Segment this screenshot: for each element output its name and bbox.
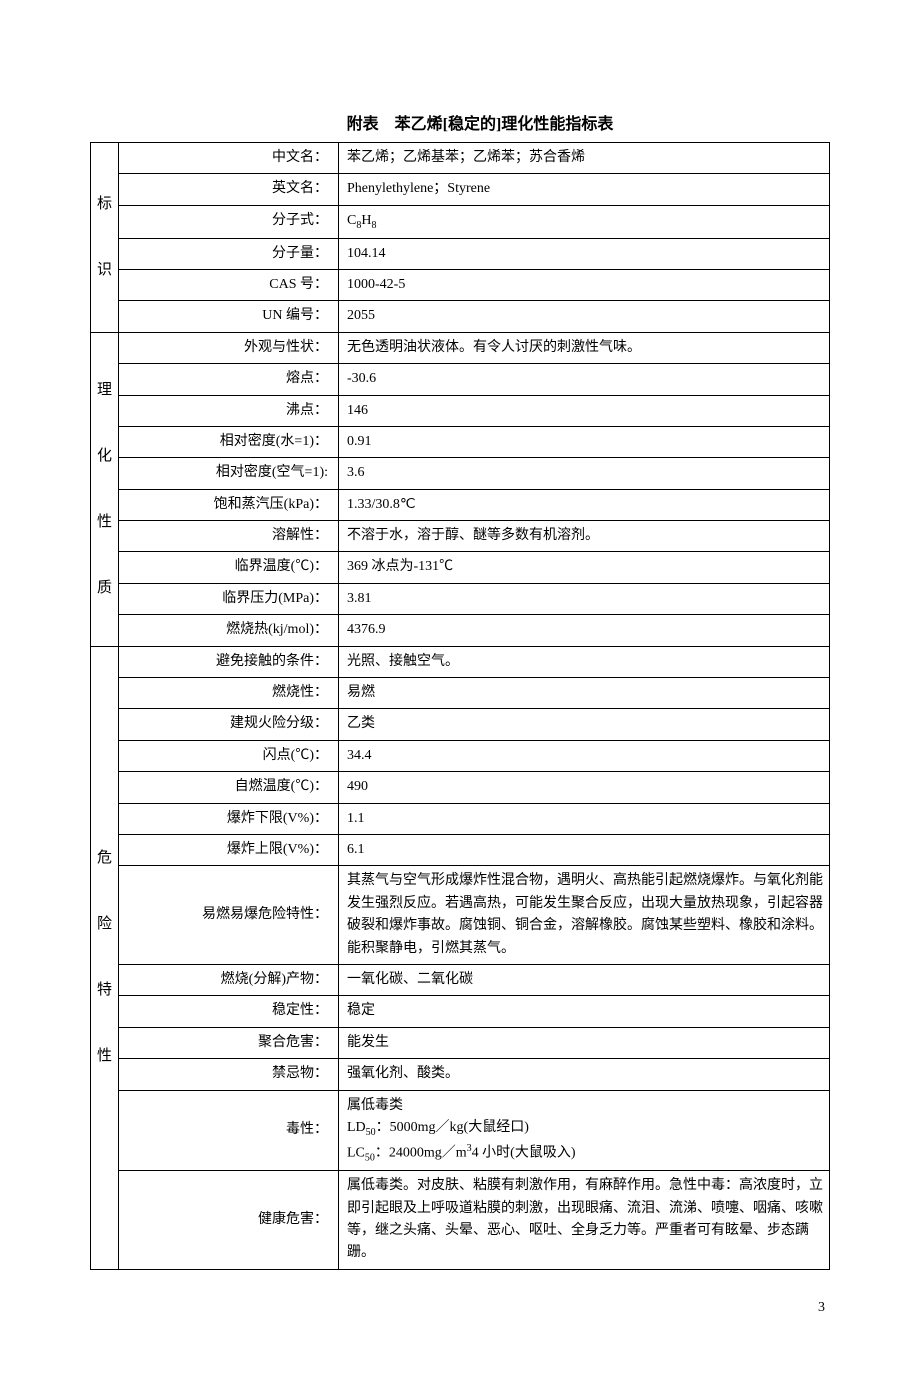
- property-value: 强氧化剂、酸类。: [339, 1059, 830, 1090]
- table-row: 饱和蒸汽压(kPa)：1.33/30.8℃: [91, 489, 830, 520]
- property-label: 建规火险分级：: [119, 709, 339, 740]
- property-value: 一氧化碳、二氧化碳: [339, 964, 830, 995]
- property-value: 369 冰点为-131℃: [339, 552, 830, 583]
- property-value: 1.33/30.8℃: [339, 489, 830, 520]
- property-value: 属低毒类。对皮肤、粘膜有刺激作用，有麻醉作用。急性中毒：高浓度时，立即引起眼及上…: [339, 1171, 830, 1270]
- property-label: 聚合危害：: [119, 1027, 339, 1058]
- table-row: 稳定性：稳定: [91, 996, 830, 1027]
- property-value: 属低毒类LD50：5000mg／kg(大鼠经口)LC50：24000mg／m34…: [339, 1090, 830, 1171]
- table-row: 临界温度(℃)：369 冰点为-131℃: [91, 552, 830, 583]
- table-row: 建规火险分级：乙类: [91, 709, 830, 740]
- table-row: 爆炸下限(V%)：1.1: [91, 803, 830, 834]
- property-label: 燃烧性：: [119, 678, 339, 709]
- property-value: 稳定: [339, 996, 830, 1027]
- table-row: 相对密度(空气=1):3.6: [91, 458, 830, 489]
- property-value: 乙类: [339, 709, 830, 740]
- property-label: 自燃温度(℃)：: [119, 772, 339, 803]
- property-label: 闪点(℃)：: [119, 740, 339, 771]
- table-row: 理化性质外观与性状：无色透明油状液体。有令人讨厌的刺激性气味。: [91, 332, 830, 363]
- table-title: 附表 苯乙烯[稳定的]理化性能指标表: [90, 110, 830, 134]
- table-row: 相对密度(水=1)：0.91: [91, 426, 830, 457]
- property-label: 相对密度(水=1)：: [119, 426, 339, 457]
- property-value: Phenylethylene；Styrene: [339, 174, 830, 205]
- property-value: 苯乙烯；乙烯基苯；乙烯苯；苏合香烯: [339, 143, 830, 174]
- property-value: 3.6: [339, 458, 830, 489]
- property-label: 相对密度(空气=1):: [119, 458, 339, 489]
- property-value: 0.91: [339, 426, 830, 457]
- table-row: 沸点：146: [91, 395, 830, 426]
- page-number: 3: [90, 1300, 830, 1316]
- table-row: 自燃温度(℃)：490: [91, 772, 830, 803]
- property-value: 其蒸气与空气形成爆炸性混合物，遇明火、高热能引起燃烧爆炸。与氧化剂能发生强烈反应…: [339, 866, 830, 965]
- property-label: 避免接触的条件：: [119, 646, 339, 677]
- table-row: 毒性：属低毒类LD50：5000mg／kg(大鼠经口)LC50：24000mg／…: [91, 1090, 830, 1171]
- table-row: 熔点：-30.6: [91, 364, 830, 395]
- property-label: 稳定性：: [119, 996, 339, 1027]
- property-value: 4376.9: [339, 615, 830, 646]
- property-value: 34.4: [339, 740, 830, 771]
- property-value: 2055: [339, 301, 830, 332]
- property-label: 禁忌物：: [119, 1059, 339, 1090]
- property-value: 146: [339, 395, 830, 426]
- property-label: 毒性：: [119, 1090, 339, 1171]
- property-label: CAS 号：: [119, 269, 339, 300]
- table-row: 燃烧(分解)产物：一氧化碳、二氧化碳: [91, 964, 830, 995]
- property-label: 燃烧(分解)产物：: [119, 964, 339, 995]
- property-label: UN 编号：: [119, 301, 339, 332]
- property-value: -30.6: [339, 364, 830, 395]
- table-row: 危险特性避免接触的条件：光照、接触空气。: [91, 646, 830, 677]
- table-row: UN 编号：2055: [91, 301, 830, 332]
- property-label: 分子式：: [119, 205, 339, 238]
- property-value: C8H8: [339, 205, 830, 238]
- property-label: 易燃易爆危险特性：: [119, 866, 339, 965]
- property-value: 光照、接触空气。: [339, 646, 830, 677]
- properties-table: 标识中文名：苯乙烯；乙烯基苯；乙烯苯；苏合香烯英文名：Phenylethylen…: [90, 142, 830, 1270]
- property-value: 能发生: [339, 1027, 830, 1058]
- property-label: 健康危害：: [119, 1171, 339, 1270]
- table-row: 分子量：104.14: [91, 238, 830, 269]
- table-row: 分子式：C8H8: [91, 205, 830, 238]
- table-row: 临界压力(MPa)：3.81: [91, 583, 830, 614]
- property-label: 外观与性状：: [119, 332, 339, 363]
- property-label: 溶解性：: [119, 521, 339, 552]
- property-label: 分子量：: [119, 238, 339, 269]
- table-row: 闪点(℃)：34.4: [91, 740, 830, 771]
- property-label: 爆炸上限(V%)：: [119, 835, 339, 866]
- table-row: 禁忌物：强氧化剂、酸类。: [91, 1059, 830, 1090]
- table-row: 溶解性：不溶于水，溶于醇、醚等多数有机溶剂。: [91, 521, 830, 552]
- table-row: CAS 号：1000-42-5: [91, 269, 830, 300]
- category-cell: 理化性质: [91, 332, 119, 646]
- property-value: 6.1: [339, 835, 830, 866]
- property-value: 490: [339, 772, 830, 803]
- property-value: 1.1: [339, 803, 830, 834]
- property-label: 英文名：: [119, 174, 339, 205]
- table-row: 燃烧热(kj/mol)：4376.9: [91, 615, 830, 646]
- table-row: 爆炸上限(V%)：6.1: [91, 835, 830, 866]
- property-value: 1000-42-5: [339, 269, 830, 300]
- property-label: 临界压力(MPa)：: [119, 583, 339, 614]
- property-label: 临界温度(℃)：: [119, 552, 339, 583]
- property-label: 熔点：: [119, 364, 339, 395]
- table-row: 英文名：Phenylethylene；Styrene: [91, 174, 830, 205]
- property-value: 无色透明油状液体。有令人讨厌的刺激性气味。: [339, 332, 830, 363]
- property-label: 饱和蒸汽压(kPa)：: [119, 489, 339, 520]
- table-row: 标识中文名：苯乙烯；乙烯基苯；乙烯苯；苏合香烯: [91, 143, 830, 174]
- property-value: 104.14: [339, 238, 830, 269]
- table-row: 聚合危害：能发生: [91, 1027, 830, 1058]
- property-label: 沸点：: [119, 395, 339, 426]
- table-row: 燃烧性：易燃: [91, 678, 830, 709]
- property-value: 易燃: [339, 678, 830, 709]
- table-row: 易燃易爆危险特性：其蒸气与空气形成爆炸性混合物，遇明火、高热能引起燃烧爆炸。与氧…: [91, 866, 830, 965]
- table-row: 健康危害：属低毒类。对皮肤、粘膜有刺激作用，有麻醉作用。急性中毒：高浓度时，立即…: [91, 1171, 830, 1270]
- property-value: 3.81: [339, 583, 830, 614]
- category-cell: 危险特性: [91, 646, 119, 1269]
- property-value: 不溶于水，溶于醇、醚等多数有机溶剂。: [339, 521, 830, 552]
- property-label: 燃烧热(kj/mol)：: [119, 615, 339, 646]
- property-label: 爆炸下限(V%)：: [119, 803, 339, 834]
- property-label: 中文名：: [119, 143, 339, 174]
- category-cell: 标识: [91, 143, 119, 333]
